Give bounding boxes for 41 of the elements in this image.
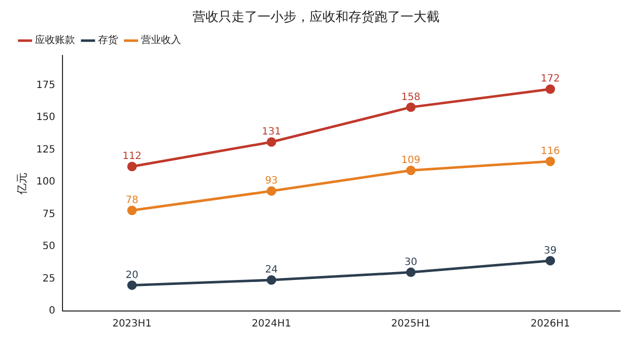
chart-title: 营收只走了一小步，应收和存货跑了一大截 [192, 9, 440, 26]
point [127, 162, 137, 172]
y-tick-label: 0 [48, 306, 56, 317]
y-tick-label: 100 [36, 176, 56, 188]
point [406, 102, 416, 112]
data-label: 30 [404, 256, 418, 268]
point [266, 275, 276, 285]
point [546, 256, 556, 266]
data-label: 93 [265, 176, 278, 187]
point [266, 137, 276, 147]
point [266, 186, 276, 196]
legend-label: 存货 [98, 34, 118, 46]
point [406, 268, 416, 278]
y-axis-title: 亿元 [15, 172, 28, 196]
point [127, 280, 137, 290]
y-tick-label: 25 [42, 273, 56, 284]
y-tick-label: 50 [42, 241, 56, 252]
data-label: 109 [401, 154, 420, 166]
data-label: 39 [544, 245, 557, 256]
x-tick-label: 2024H1 [252, 318, 292, 330]
point [406, 166, 416, 176]
y-tick-label: 150 [36, 112, 56, 124]
y-tick-label: 125 [36, 144, 56, 156]
point [546, 84, 556, 94]
data-label: 20 [126, 270, 138, 281]
legend-label: 应收账款 [35, 34, 75, 46]
x-tick-label: 2026H1 [530, 318, 570, 330]
data-label: 112 [122, 151, 142, 162]
y-tick-label: 75 [42, 208, 56, 220]
x-tick-label: 2023H1 [112, 318, 152, 330]
x-tick-label: 2025H1 [391, 318, 431, 330]
data-label: 131 [262, 126, 281, 138]
legend-label: 营业收入 [141, 34, 181, 46]
point [127, 206, 137, 216]
data-label: 24 [265, 264, 278, 276]
data-label: 172 [540, 74, 560, 85]
data-label: 116 [540, 146, 560, 157]
data-label: 78 [126, 194, 138, 206]
point [546, 156, 556, 166]
data-label: 158 [401, 92, 420, 103]
y-tick-label: 175 [36, 80, 56, 91]
